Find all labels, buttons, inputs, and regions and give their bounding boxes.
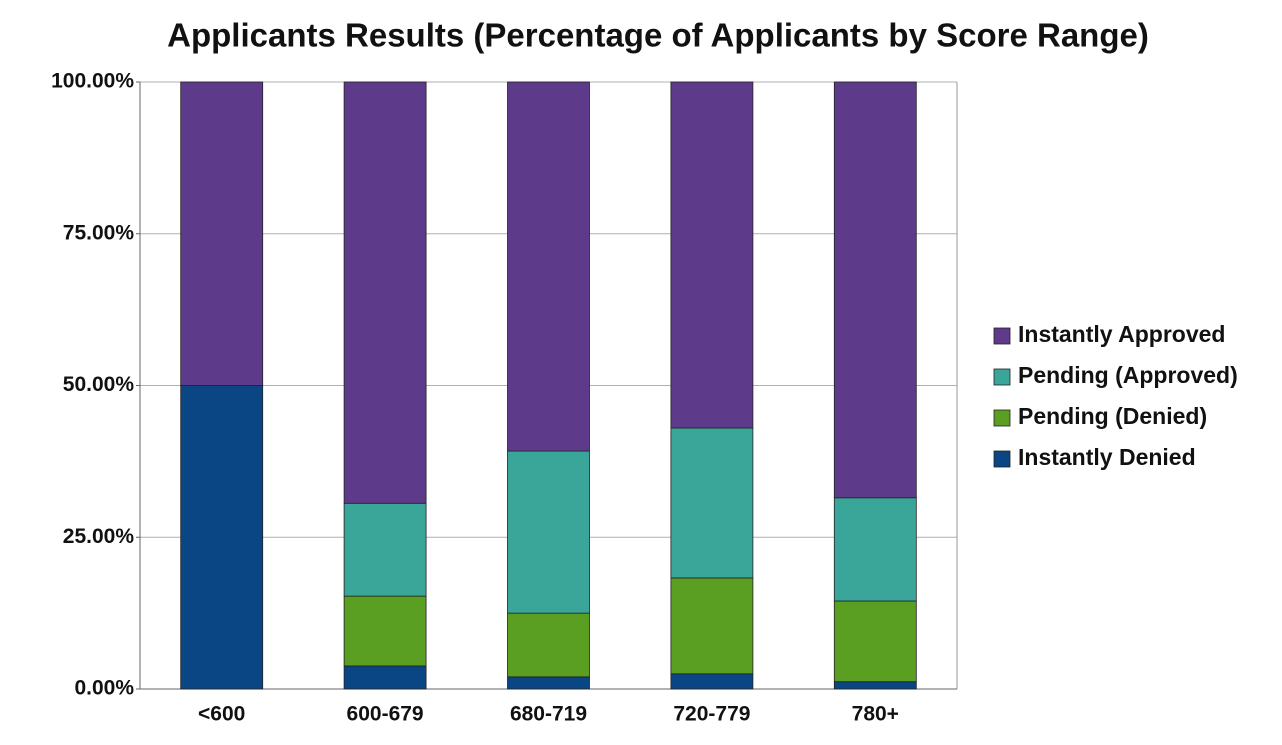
bar-segment [507,676,590,690]
y-tick-label: 0.00% [74,677,134,700]
bar-segment [343,502,427,597]
legend-swatch [993,450,1011,468]
legend-swatch [993,368,1011,386]
x-tick-label: 780+ [852,703,899,726]
bar-segment [833,681,917,690]
y-tick-label: 50.00% [63,373,135,396]
bar-segment [670,427,754,579]
legend-swatch [993,327,1011,345]
bar-segment [507,81,590,452]
y-tick-label: 100.00% [51,70,134,93]
bar-segment [833,600,917,683]
bar-segment [180,385,264,690]
bar-segment [180,81,264,386]
bar-segment [670,577,754,675]
bar-segment [670,81,754,429]
legend-label: Instantly Approved [1018,321,1225,347]
y-tick-label: 25.00% [63,525,135,548]
x-tick-label: 680-719 [510,703,587,726]
bar-segment [507,450,590,614]
bar-segment [343,595,427,667]
chart-title: Applicants Results (Percentage of Applic… [167,17,1149,54]
legend-label: Pending (Denied) [1018,403,1207,429]
x-tick-label: <600 [198,703,245,726]
bar-segment [670,673,754,690]
bar-segment [507,612,590,678]
legend-label: Instantly Denied [1018,444,1196,470]
bar-segment [833,497,917,602]
y-tick-label: 75.00% [63,221,135,244]
legend-swatch [993,409,1011,427]
bar-segment [833,81,917,499]
bar-segment [343,81,427,504]
x-tick-label: 600-679 [347,703,424,726]
bar-segment [343,665,427,690]
x-tick-label: 720-779 [673,703,750,726]
legend-label: Pending (Approved) [1018,362,1238,388]
